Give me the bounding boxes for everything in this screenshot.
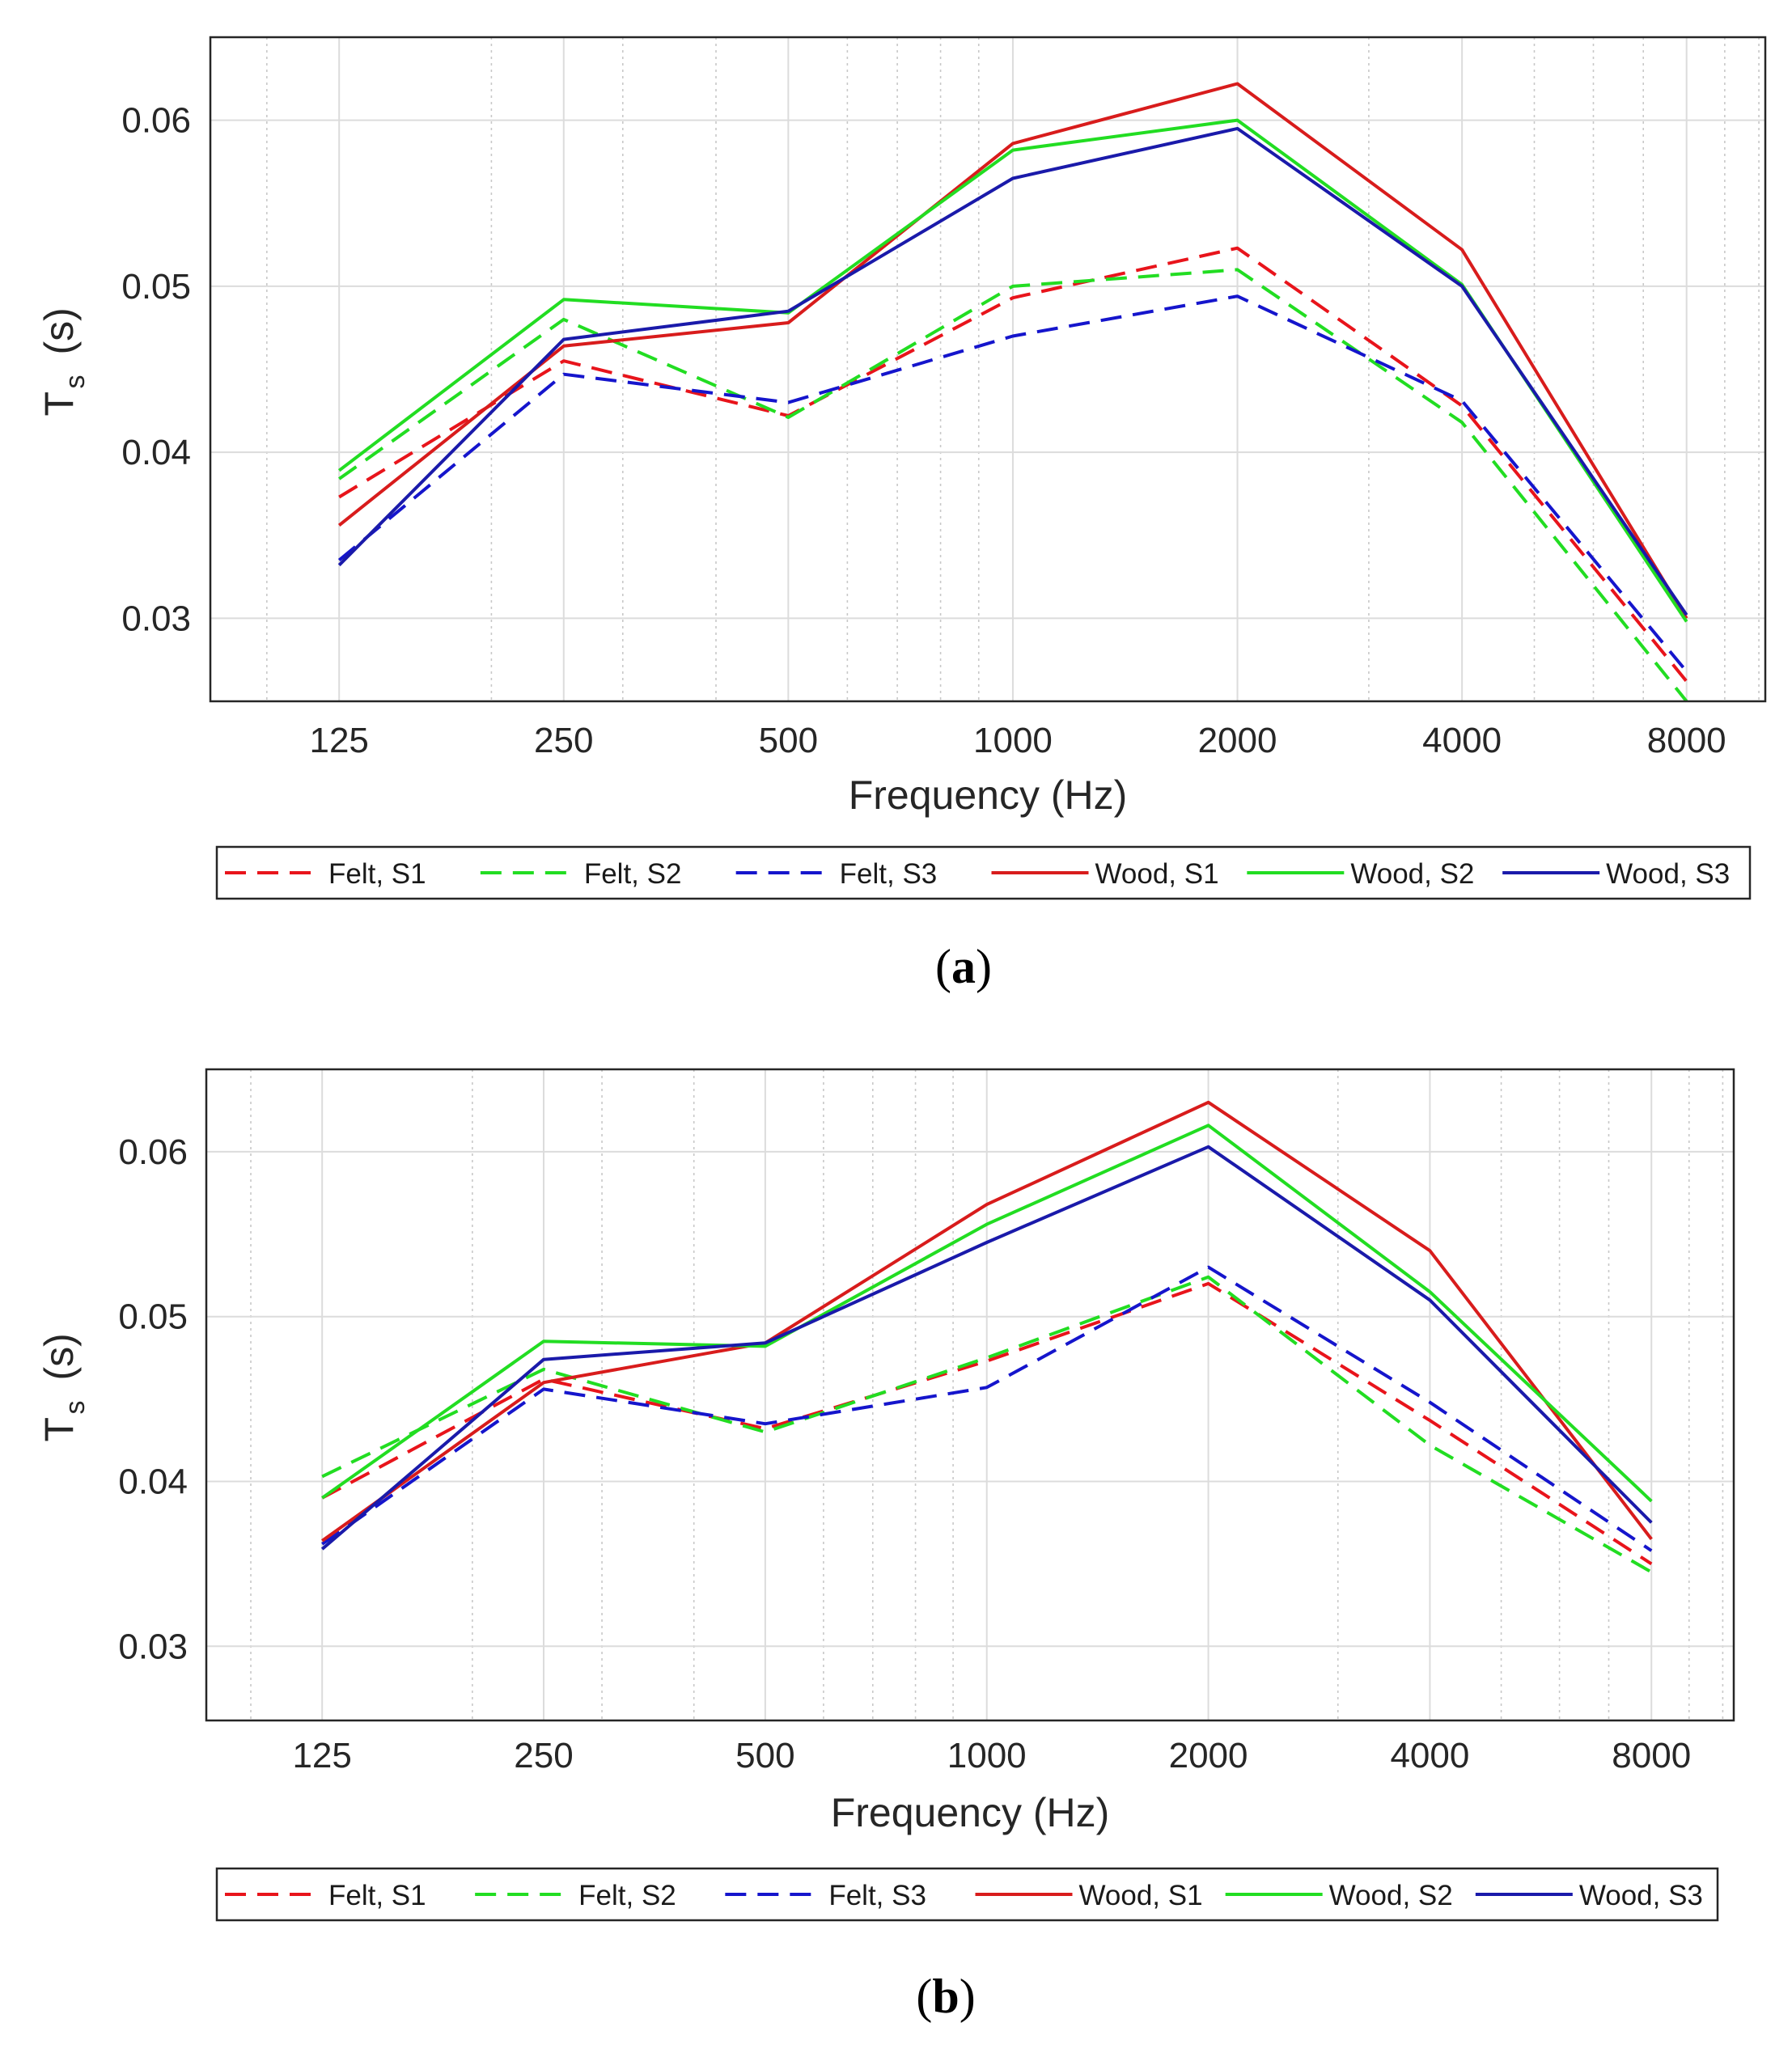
series-lines — [337, 82, 1688, 703]
legend-label-wood-s2: Wood, S2 — [1350, 858, 1474, 890]
series-line-wood-s1 — [321, 1100, 1653, 1543]
x-tick-label: 8000 — [1612, 1736, 1691, 1775]
x-tick-label: 500 — [735, 1736, 794, 1775]
series-line-wood-s3 — [320, 1145, 1653, 1551]
plot-area — [206, 1069, 1734, 1720]
series-lines — [320, 1100, 1653, 1574]
major-gridlines — [206, 1069, 1734, 1720]
y-axis-label-unit: (s) — [36, 1333, 82, 1380]
x-tick-label: 125 — [309, 721, 368, 760]
legend-label-felt-s1: Felt, S1 — [328, 858, 426, 890]
x-tick-label: 250 — [534, 721, 593, 760]
x-axis-label: Frequency (Hz) — [849, 772, 1128, 818]
x-tick-label: 2000 — [1169, 1736, 1248, 1775]
legend-label-felt-s2: Felt, S2 — [578, 1880, 676, 1911]
y-tick-label: 0.03 — [118, 1627, 188, 1666]
axes-box — [205, 1068, 1735, 1722]
legend-label-wood-s2: Wood, S2 — [1329, 1880, 1453, 1911]
plot-area — [210, 37, 1765, 701]
panel-label-open: ( — [916, 1970, 932, 2023]
x-tick-label: 4000 — [1390, 1736, 1469, 1775]
x-tick-label: 1000 — [947, 1736, 1027, 1775]
legend-box — [215, 1867, 1719, 1922]
y-tick-label: 0.06 — [118, 1132, 188, 1172]
series-line-felt-s1 — [338, 246, 1688, 683]
series-line-felt-s3 — [321, 1265, 1653, 1552]
y-axis-label: Ts (s) — [36, 307, 91, 416]
y-tick-label: 0.03 — [121, 599, 191, 638]
panel-label: (a) — [935, 940, 992, 993]
series-line-felt-s1 — [321, 1281, 1653, 1566]
chart-panel-b: 125 250 500 1000 2000 4000 8000 0.03 0.04 0.05 0.0… — [36, 1068, 1735, 2023]
y-axis-label-main: T — [36, 1417, 82, 1442]
y-axis-label-subscript: s — [60, 375, 91, 389]
series-line-wood-s2 — [321, 1124, 1653, 1503]
legend: Felt, S1 Felt, S2 Felt, S3 Wood, S1 Wood, S2… — [215, 845, 1752, 900]
legend-label-wood-s3: Wood, S3 — [1579, 1880, 1703, 1911]
legend-box — [215, 845, 1752, 900]
x-tick-label: 125 — [292, 1736, 351, 1775]
y-tick-label: 0.04 — [118, 1462, 188, 1501]
legend-label-wood-s3: Wood, S3 — [1606, 858, 1730, 890]
y-axis-label-subscript: s — [60, 1401, 91, 1415]
legend: Felt, S1 Felt, S2 Felt, S3 Wood, S1 Wood, S2… — [215, 1867, 1719, 1922]
x-axis-label: Frequency (Hz) — [831, 1790, 1110, 1835]
y-axis-label: Ts (s) — [36, 1333, 91, 1441]
panel-label-close: ) — [976, 940, 992, 993]
panel-label-letter: b — [932, 1970, 959, 2023]
series-line-felt-s2 — [321, 1275, 1653, 1574]
panel-label-close: ) — [960, 1970, 976, 2023]
x-tick-label: 2000 — [1198, 721, 1277, 760]
x-tick-label: 500 — [759, 721, 818, 760]
legend-label-felt-s1: Felt, S1 — [328, 1880, 426, 1911]
series-line-wood-s1 — [337, 82, 1688, 620]
y-tick-label: 0.05 — [118, 1297, 188, 1337]
y-axis-label-unit: (s) — [36, 307, 82, 354]
series-line-felt-s2 — [338, 268, 1688, 703]
legend-label-wood-s1: Wood, S1 — [1095, 858, 1219, 890]
x-tick-label: 4000 — [1422, 721, 1502, 760]
minor-gridlines — [266, 37, 1760, 701]
y-tick-label: 0.05 — [121, 267, 191, 307]
panel-label: (b) — [916, 1970, 975, 2023]
axes-box — [209, 36, 1767, 703]
x-tick-label: 250 — [514, 1736, 573, 1775]
legend-label-felt-s3: Felt, S3 — [828, 1880, 926, 1911]
legend-label-felt-s2: Felt, S2 — [584, 858, 682, 890]
series-line-wood-s3 — [337, 126, 1688, 616]
panel-label-letter: a — [951, 940, 976, 993]
legend-label-wood-s1: Wood, S1 — [1079, 1880, 1203, 1911]
x-tick-label: 8000 — [1647, 721, 1726, 760]
legend-label-felt-s3: Felt, S3 — [840, 858, 938, 890]
series-line-felt-s3 — [337, 294, 1688, 673]
chart-panel-a: 125 250 500 1000 2000 4000 8000 0.03 0.04 0.05 0.0… — [36, 36, 1767, 993]
y-axis-label-main: T — [36, 391, 82, 417]
panel-label-open: ( — [935, 940, 951, 993]
y-tick-label: 0.06 — [121, 101, 191, 141]
y-tick-label: 0.04 — [121, 433, 191, 472]
x-tick-label: 1000 — [973, 721, 1053, 760]
